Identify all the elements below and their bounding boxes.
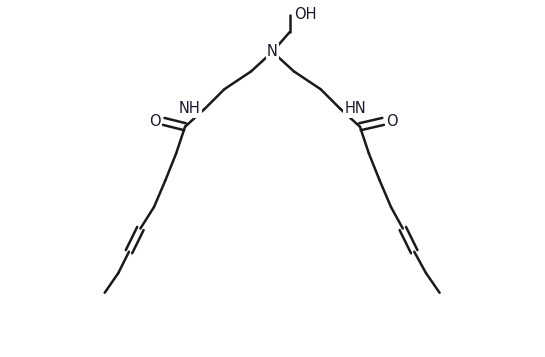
Text: HN: HN bbox=[344, 101, 366, 116]
Text: O: O bbox=[386, 114, 398, 129]
Text: N: N bbox=[267, 44, 278, 59]
Text: O: O bbox=[149, 114, 161, 129]
Text: NH: NH bbox=[179, 101, 201, 116]
Text: OH: OH bbox=[294, 7, 317, 22]
